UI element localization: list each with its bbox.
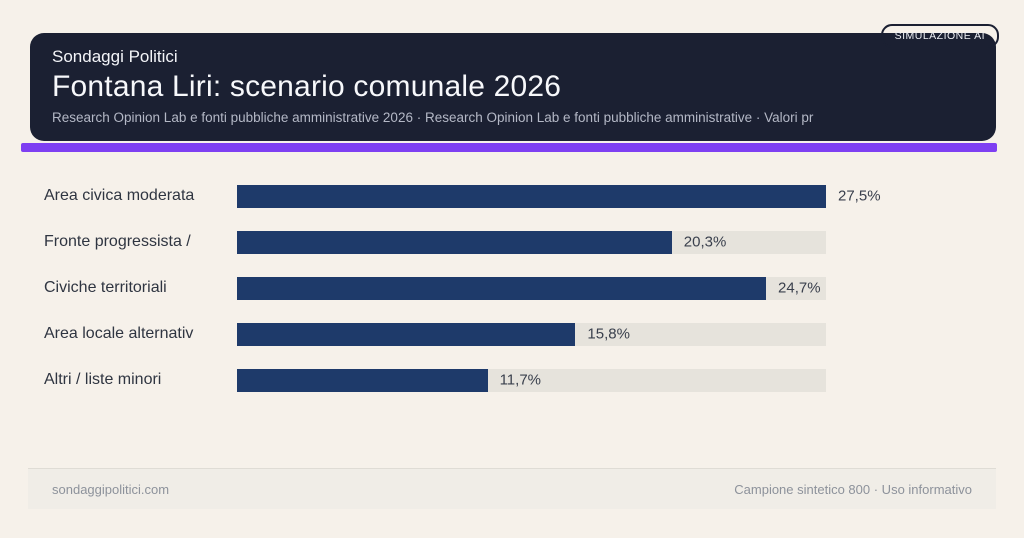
bar-chart: Area civica moderata 27,5% Fronte progress… bbox=[0, 173, 1024, 403]
chart-row: Area locale alternativ 15,8% bbox=[0, 311, 1024, 357]
bar-track: 24,7% bbox=[237, 276, 826, 300]
category-label: Area locale alternativ bbox=[44, 325, 194, 342]
footer-source: sondaggipolitici.com bbox=[52, 481, 170, 497]
bar-value: 11,7% bbox=[499, 371, 541, 389]
simulation-badge-label: SIMULAZIONE AI bbox=[894, 30, 985, 42]
bar-fill bbox=[237, 276, 767, 300]
bar-value: 24,7% bbox=[778, 279, 821, 297]
bar-track: 15,8% bbox=[237, 322, 826, 346]
footer-bar: sondaggipolitici.com Campione sintetico … bbox=[28, 468, 996, 509]
header-card: Sondaggi Politici Fontana Liri: scenario… bbox=[30, 33, 996, 141]
bar-fill bbox=[237, 184, 826, 208]
chart-row: Altri / liste minori 11,7% bbox=[0, 357, 1024, 403]
chart-row: Area civica moderata 27,5% bbox=[0, 173, 1024, 219]
category-label: Civiche territoriali bbox=[44, 279, 167, 296]
chart-row: Civiche territoriali 24,7% bbox=[0, 265, 1024, 311]
bar-value: 27,5% bbox=[838, 187, 881, 205]
bar-fill bbox=[237, 368, 488, 392]
bar-track: 11,7% bbox=[237, 368, 826, 392]
page-title: Fontana Liri: scenario comunale 2026 bbox=[52, 70, 562, 103]
bar-fill bbox=[237, 322, 576, 346]
bar-value: 15,8% bbox=[587, 325, 630, 343]
category-label: Fronte progressista / bbox=[44, 233, 191, 250]
footer-sample-note: Campione sintetico 800 · Uso informativo bbox=[734, 481, 972, 497]
category-label: Altri / liste minori bbox=[44, 371, 162, 388]
bar-fill bbox=[237, 230, 672, 254]
bar-track: 20,3% bbox=[237, 230, 826, 254]
category-label: Area civica moderata bbox=[44, 187, 195, 204]
brand-kicker: Sondaggi Politici bbox=[52, 47, 178, 66]
page-subtitle: Research Opinion Lab e fonti pubbliche a… bbox=[52, 110, 814, 125]
simulation-badge: SIMULAZIONE AI bbox=[880, 24, 999, 48]
bar-track: 27,5% bbox=[237, 184, 881, 208]
accent-divider bbox=[21, 143, 997, 152]
bar-value: 20,3% bbox=[683, 233, 727, 251]
chart-row: Fronte progressista / 20,3% bbox=[0, 219, 1024, 265]
